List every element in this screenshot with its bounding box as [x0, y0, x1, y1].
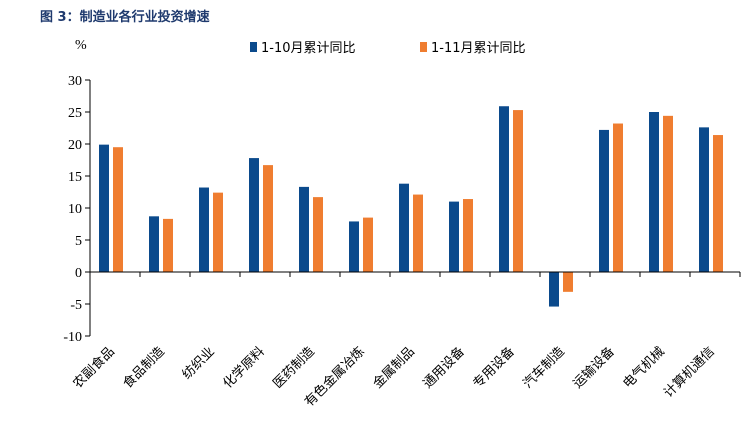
x-category-label: 运输设备	[570, 344, 618, 392]
bar	[413, 194, 423, 272]
bar	[213, 192, 223, 272]
legend-swatch	[250, 42, 257, 52]
bar	[263, 165, 273, 272]
bar	[699, 127, 709, 272]
bar	[299, 186, 309, 272]
bar	[313, 197, 323, 272]
x-category-label: 医药制造	[270, 344, 317, 391]
y-axis-unit-label: %	[75, 38, 87, 53]
x-category-label: 通用设备	[420, 344, 468, 392]
bar	[449, 201, 459, 272]
legend: 1-10月累计同比 1-11月累计同比	[250, 41, 526, 56]
x-category-label: 金属制品	[370, 344, 418, 392]
y-tick-label: -5	[70, 298, 82, 313]
legend-label: 1-11月累计同比	[431, 41, 526, 56]
bar	[249, 158, 259, 272]
x-category-label: 食品制造	[120, 344, 168, 392]
legend-label: 1-10月累计同比	[261, 41, 356, 56]
bar	[613, 123, 623, 273]
bar	[199, 187, 209, 272]
bar	[349, 221, 359, 272]
y-tick-label: 0	[75, 266, 82, 281]
y-tick-label: 30	[68, 74, 82, 89]
bar	[149, 216, 159, 272]
bar	[113, 147, 123, 272]
x-category-label: 纺织业	[180, 344, 218, 382]
bar	[713, 135, 723, 272]
x-category-label: 电气机械	[620, 344, 668, 392]
bar	[513, 110, 523, 272]
bar	[463, 199, 473, 272]
x-category-label: 计算机通信	[661, 344, 718, 401]
legend-swatch	[420, 42, 427, 52]
bar	[599, 129, 609, 272]
y-tick-label: 15	[68, 170, 82, 185]
y-tick-label: -10	[63, 330, 82, 345]
x-category-label: 汽车制造	[520, 344, 568, 392]
x-category-label: 化学原料	[220, 344, 268, 392]
y-tick-label: 25	[68, 106, 82, 121]
bar	[363, 217, 373, 272]
x-category-label: 专用设备	[470, 344, 518, 392]
bar	[499, 106, 509, 273]
bar	[663, 115, 673, 272]
bar	[163, 218, 173, 272]
y-tick-label: 10	[68, 202, 82, 217]
bar	[549, 272, 559, 307]
bar	[399, 183, 409, 272]
y-tick-label: 5	[75, 234, 82, 249]
chart-title: 图 3：制造业各行业投资增速	[40, 9, 210, 25]
x-category-label: 农副食品	[70, 344, 118, 392]
bar	[649, 112, 659, 272]
y-tick-label: 20	[68, 138, 82, 153]
bar	[563, 272, 573, 292]
bar	[99, 144, 109, 272]
